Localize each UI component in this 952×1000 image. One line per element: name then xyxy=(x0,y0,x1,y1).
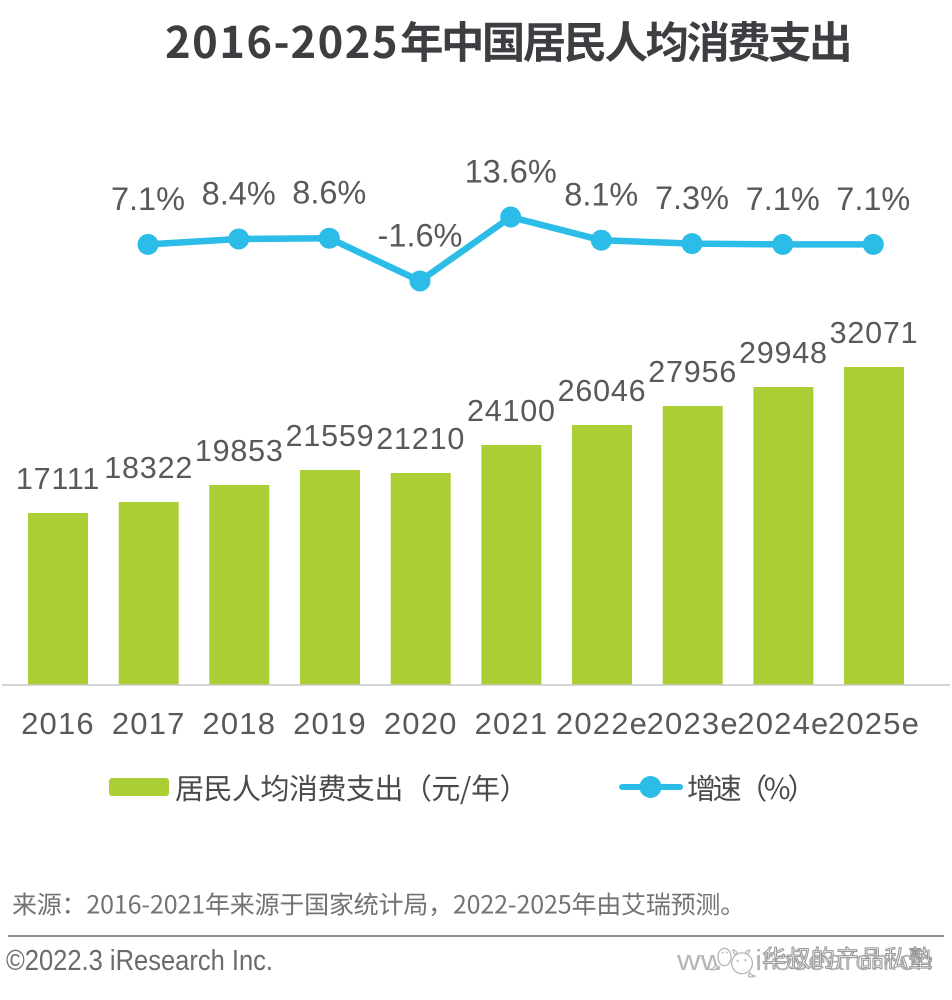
svg-text:2021: 2021 xyxy=(475,706,549,741)
svg-text:2025e: 2025e xyxy=(828,706,920,741)
svg-text:24100: 24100 xyxy=(467,394,556,428)
svg-text:17111: 17111 xyxy=(16,462,100,496)
svg-text:2024e: 2024e xyxy=(737,706,829,741)
svg-text:2022e: 2022e xyxy=(556,706,648,741)
svg-text:©2022.3 iResearch Inc.: ©2022.3 iResearch Inc. xyxy=(6,945,273,977)
svg-text:-1.6%: -1.6% xyxy=(378,218,463,254)
svg-text:7.1%: 7.1% xyxy=(111,181,185,217)
svg-text:26046: 26046 xyxy=(558,374,647,408)
svg-text:8.6%: 8.6% xyxy=(292,175,366,211)
svg-text:2018: 2018 xyxy=(202,706,276,741)
svg-text:2016: 2016 xyxy=(21,706,95,741)
svg-text:8.4%: 8.4% xyxy=(202,176,276,212)
svg-text:27956: 27956 xyxy=(648,355,737,389)
svg-text:21210: 21210 xyxy=(376,422,465,456)
svg-text:2017: 2017 xyxy=(112,706,186,741)
svg-text:29948: 29948 xyxy=(739,336,828,370)
svg-text:7.1%: 7.1% xyxy=(746,181,820,217)
svg-text:18322: 18322 xyxy=(104,451,193,485)
svg-text:19853: 19853 xyxy=(195,434,284,468)
svg-text:2023e: 2023e xyxy=(647,706,739,741)
svg-text:2020: 2020 xyxy=(384,706,458,741)
svg-text:21559: 21559 xyxy=(286,419,375,453)
svg-text:32071: 32071 xyxy=(830,316,919,350)
svg-text:13.6%: 13.6% xyxy=(465,154,557,190)
svg-text:7.1%: 7.1% xyxy=(836,181,910,217)
svg-text:8.1%: 8.1% xyxy=(564,177,638,213)
svg-text:7.3%: 7.3% xyxy=(655,180,729,216)
svg-text:2019: 2019 xyxy=(293,706,367,741)
